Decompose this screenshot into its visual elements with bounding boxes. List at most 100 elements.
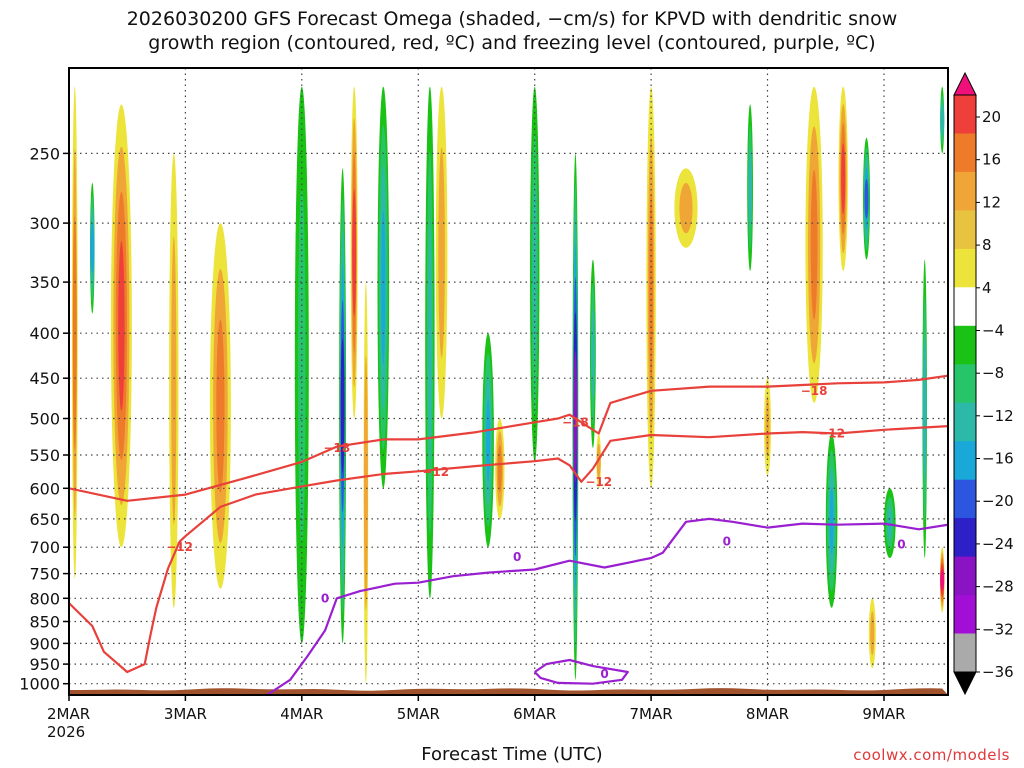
colorbar-tick-label-0: 20 [982,108,1001,126]
y-tick-label-550: 550 [29,446,60,465]
colorbar-segment-2 [954,133,976,173]
contour-label-9: 0 [600,667,608,681]
colorbar-segment-6 [954,287,976,327]
y-tick-label-800: 800 [29,589,60,608]
contour-3 [533,658,629,685]
x-tick-label-9MAR: 9MAR [862,705,905,723]
colorbar-tick-label-10: −24 [982,535,1014,553]
x-tick-label-3MAR: 3MAR [164,705,207,723]
colorbar-segment-10 [954,441,976,481]
omega-cell-30-level-2 [940,104,945,136]
x-tick-label-2MAR: 2MAR [47,705,90,723]
contour-lines [69,374,948,695]
colorbar-segment-4 [954,210,976,250]
colorbar-segment-15 [954,633,976,673]
colorbar-tick-label-8: −16 [982,450,1014,468]
y-tick-label-650: 650 [29,510,60,529]
colorbar-segment-5 [954,248,976,288]
y-tick-label-1000: 1000 [19,675,60,694]
colorbar-tick-label-3: 8 [982,236,992,254]
omega-cell-20-level-2 [748,148,753,228]
y-tick-label-350: 350 [29,273,60,292]
y-tick-label-850: 850 [29,613,60,632]
omega-cell-11-level-1 [438,147,445,358]
colorbar-tick-label-4: 4 [982,279,992,297]
omega-cell-26-level-2 [887,506,893,540]
colorbar-tick-label-6: −8 [982,364,1004,382]
x-tick-label-6MAR: 6MAR [513,705,556,723]
omega-cell-19-level-1 [679,182,693,234]
y-tick-label-700: 700 [29,538,60,557]
omega-cell-21-level-2 [810,169,818,320]
contour-label-0: −18 [323,441,350,455]
omega-cell-18-level-2 [649,192,654,383]
colorbar-tick-label-13: −36 [982,663,1014,681]
colorbar-segment-13 [954,556,976,596]
omega-shading [71,86,945,684]
chart-title-line-2: growth region (contoured, red, ºC) and f… [148,32,876,54]
colorbar-segment-9 [954,402,976,442]
colorbar-segment-1 [954,95,976,134]
plot-frame [68,67,949,696]
contour-label-10: 0 [723,535,731,549]
contour-label-8: 0 [513,550,521,564]
omega-cell-3-level-1 [171,236,177,525]
x-tick-label-7MAR: 7MAR [630,705,673,723]
colorbar-tick-label-2: 12 [982,193,1001,211]
omega-cell-15-level-6 [573,350,578,483]
colorbar-tick-label-12: −32 [982,620,1014,638]
y-tick-label-450: 450 [29,369,60,388]
surface-terrain [69,688,948,695]
y-tick-label-600: 600 [29,479,60,498]
omega-cell-28-level-2 [922,338,927,480]
colorbar-segment-12 [954,518,976,558]
contour-label-6: −12 [818,427,845,441]
y-tick-label-400: 400 [29,324,60,343]
colorbar-tick-label-1: 16 [982,151,1001,169]
omega-cell-12-level-3 [486,399,491,482]
y-tick-label-250: 250 [29,144,60,163]
colorbar-bottom-arrow [953,671,977,696]
colorbar-tick-label-9: −20 [982,492,1014,510]
omega-cell-6-level-5 [340,338,345,474]
contour-label-11: 0 [897,538,905,552]
chart-title-line-1: 2026030200 GFS Forecast Omega (shaded, −… [126,8,898,30]
omega-cell-22-level-3 [841,143,846,215]
credit-link[interactable]: coolwx.com/models [853,746,1010,764]
x-tick-label-8MAR: 8MAR [746,705,789,723]
x-axis-label: Forecast Time (UTC) [421,744,603,765]
omega-cell-10-level-2 [427,221,432,464]
y-tick-label-950: 950 [29,655,60,674]
omega-cell-29-level-4 [940,569,945,591]
omega-cell-14-level-2 [532,185,537,364]
omega-cell-27-level-1 [870,611,875,656]
surface-ground [69,688,948,695]
omega-cell-0-level-3 [118,240,125,411]
omega-cell-7-level-3 [352,188,357,317]
colorbar-top-arrow [953,71,977,96]
contour-label-1: −18 [562,415,589,429]
omega-cell-13-level-2 [497,444,502,493]
x-axis: 2MAR 3MAR 4MAR 5MAR 6MAR 7MAR 8MAR 9MAR 2026 [47,695,906,741]
colorbar-segment-8 [954,364,976,404]
y-axis: 250 300 350 400 450 500 550 600 650 700 750 800 850 9… [19,144,69,694]
contour-1 [69,425,948,674]
colorbar-segment-11 [954,479,976,519]
omega-cell-9-level-3 [381,210,386,365]
contour-2 [266,517,948,695]
colorbar-tick-label-11: −28 [982,578,1014,596]
gridlines [69,68,948,695]
colorbar-segment-7 [954,325,976,365]
omega-cell-23-level-4 [864,178,869,219]
omega-cell-25-level-3 [829,487,834,555]
colorbar-frame [953,94,977,673]
x-tick-label-5MAR: 5MAR [397,705,440,723]
contour-0 [69,374,948,502]
colorbar: 20 16 12 8 4 −4 −8 −12 −16 −20 −24 −28 −32 −36 [953,71,1014,696]
y-tick-label-900: 900 [29,634,60,653]
omega-cell-8-level-1 [363,355,368,611]
contour-label-2: −18 [801,384,828,398]
contour-label-4: −12 [422,465,449,479]
x-tick-label-4MAR: 4MAR [280,705,323,723]
